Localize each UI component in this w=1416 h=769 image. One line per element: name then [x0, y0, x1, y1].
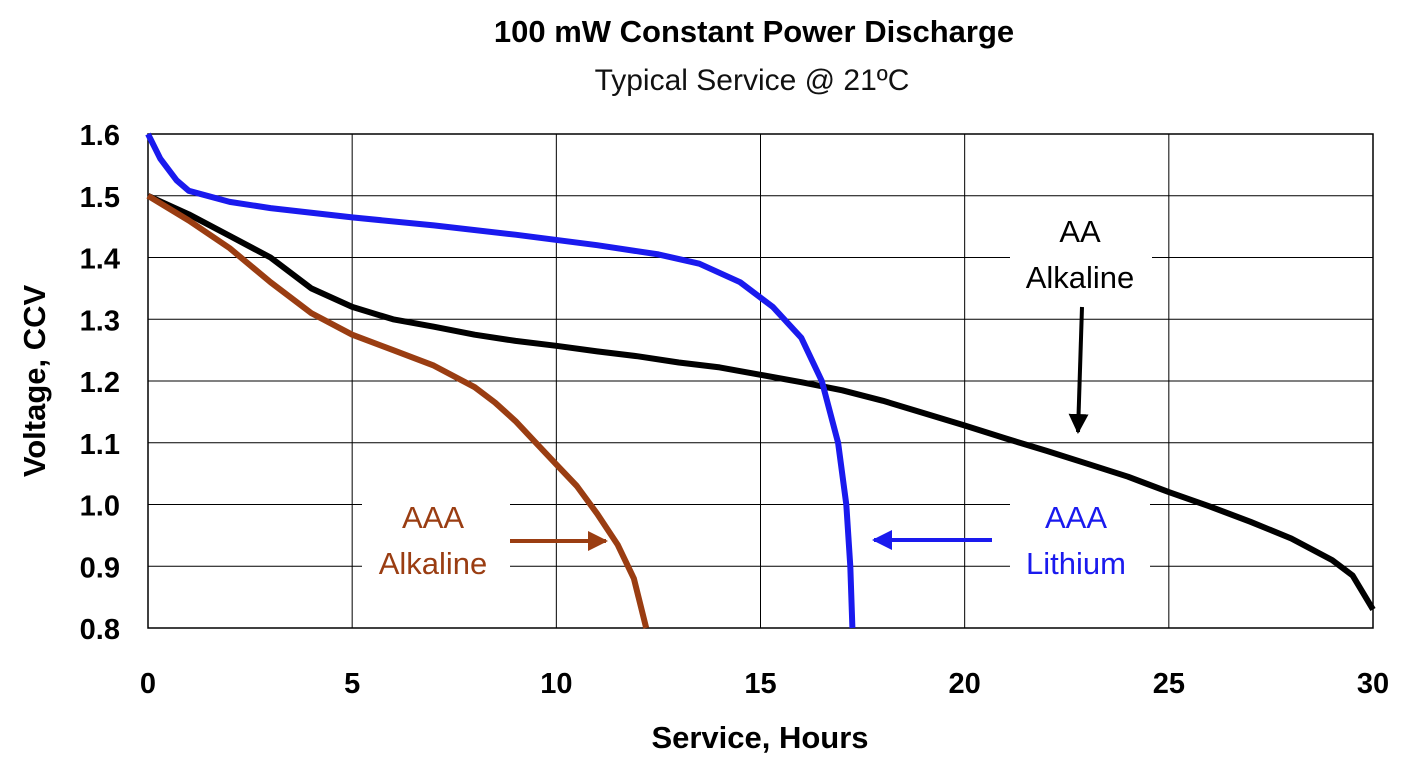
y-axis-label: Voltage, CCV	[17, 285, 52, 478]
x-tick-label: 5	[344, 668, 360, 700]
y-tick-label: 1.6	[80, 120, 120, 152]
x-tick-label: 20	[949, 668, 981, 700]
annotation-aaa-alk-line1: AAA	[402, 500, 464, 535]
annotation-aaa-lithium: AAA Lithium	[872, 496, 1150, 600]
x-tick-label: 0	[140, 668, 156, 700]
x-tick-label: 10	[540, 668, 572, 700]
plot-frame	[147, 133, 1374, 629]
annotation-aa-line1: AA	[1059, 214, 1101, 249]
y-tick-label: 1.0	[80, 491, 120, 523]
chart-title: 100 mW Constant Power Discharge	[494, 14, 1014, 49]
y-tick-label: 1.5	[80, 182, 120, 214]
y-tick-label: 1.2	[80, 367, 120, 399]
y-tick-label: 1.1	[80, 429, 120, 461]
series-line-aaa-lithium	[145, 132, 856, 629]
x-tick-label: 25	[1153, 668, 1185, 700]
y-tick-label: 0.8	[80, 614, 120, 646]
annotation-background	[1010, 205, 1152, 315]
annotation-aaa-li-line2: Lithium	[1026, 546, 1126, 581]
y-tick-label: 0.9	[80, 552, 120, 584]
annotation-aaa-alk-line2: Alkaline	[379, 546, 488, 581]
series-line-aaa-alkaline	[146, 193, 650, 629]
series-line-aa-alkaline	[146, 193, 1376, 612]
tick-labels: 0 5 10 15 20 25 30 0.8 0.9 1.0 1.1 1.2 1.3 1.4 1.5 1.6	[80, 120, 1389, 700]
annotation-aaa-alkaline: AAA Alkaline	[362, 496, 608, 600]
x-tick-label: 15	[744, 668, 776, 700]
y-tick-label: 1.3	[80, 305, 120, 337]
annotation-aa-line2: Alkaline	[1026, 260, 1135, 295]
annotation-background	[1010, 496, 1150, 600]
annotation-aa-arrow	[1068, 306, 1089, 434]
series-lines	[145, 132, 1376, 629]
x-tick-label: 30	[1357, 668, 1389, 700]
chart-subtitle: Typical Service @ 21ºC	[595, 64, 910, 97]
annotation-aa-alkaline: AA Alkaline	[1010, 205, 1152, 434]
grid	[147, 133, 1374, 629]
annotation-background	[362, 496, 510, 600]
y-tick-label: 1.4	[80, 244, 120, 276]
annotation-aaa-li-line1: AAA	[1045, 500, 1107, 535]
x-axis-label: Service, Hours	[651, 720, 868, 755]
